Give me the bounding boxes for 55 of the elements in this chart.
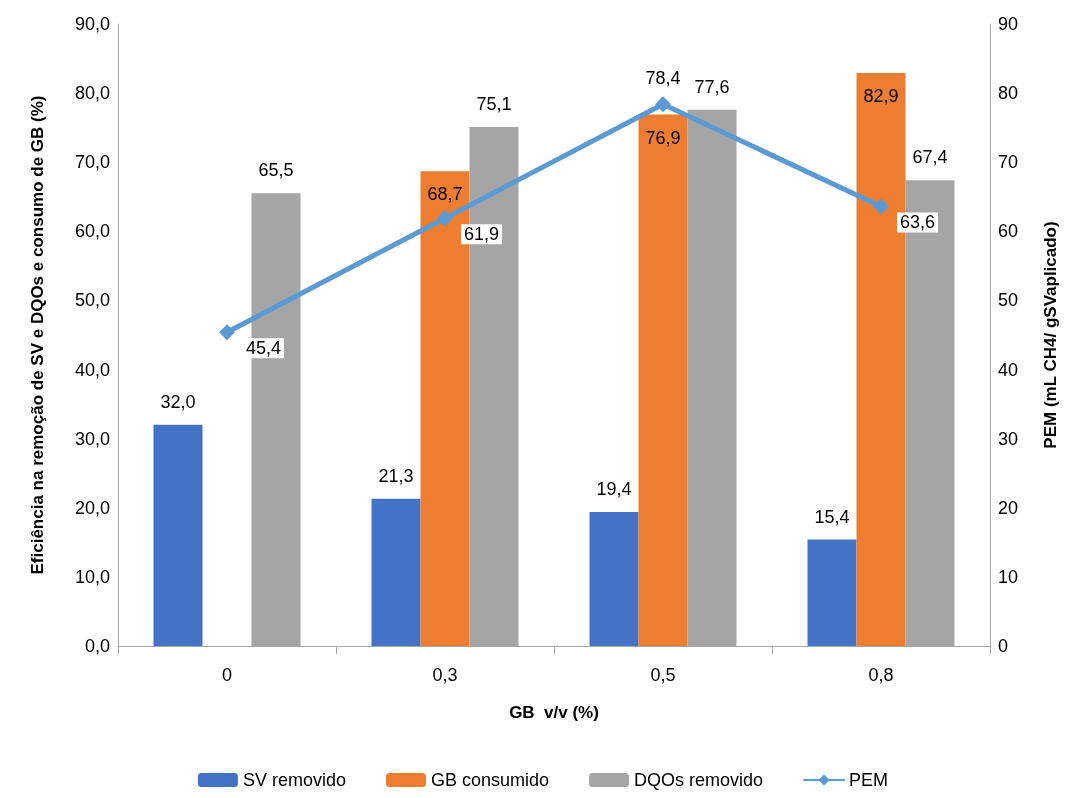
y2-axis-title: PEM (mL CH4/ gSVaplicado): [1041, 221, 1060, 449]
data-label: 32,0: [160, 391, 196, 412]
y-tick-label: 60,0: [74, 221, 110, 242]
y2-tick-label: 20: [998, 497, 1019, 518]
y2-tick-label: 10: [998, 566, 1019, 587]
y2-tick-label: 60: [998, 221, 1019, 242]
point: [873, 198, 889, 215]
bar: [371, 498, 421, 646]
data-label: 77,6: [694, 76, 730, 97]
data-label: 67,4: [912, 147, 948, 168]
data-label: 68,7: [427, 184, 463, 205]
data-label: 15,4: [814, 506, 850, 527]
bar: [153, 424, 203, 646]
x-axis-title: GB v/v (%): [509, 703, 599, 722]
data-label: 75,1: [476, 93, 512, 114]
bar: [807, 539, 857, 646]
y-tick-label: 70,0: [74, 152, 110, 173]
legend-label: GB consumido: [430, 770, 550, 790]
y-tick-label: 30,0: [74, 428, 110, 449]
y2-tick-label: 70: [998, 152, 1019, 173]
y-tick-label: 0,0: [84, 636, 110, 656]
data-label: 78,4: [645, 68, 681, 89]
data-label: 63,6: [900, 212, 936, 233]
data-label: 61,9: [464, 224, 500, 245]
y-tick-label: 40,0: [74, 359, 110, 380]
point: [437, 210, 453, 227]
data-label: 82,9: [863, 86, 899, 107]
bar: [638, 114, 688, 646]
y2-tick-label: 80: [998, 83, 1019, 104]
y-tick-label: 90,0: [74, 14, 110, 34]
y-tick-label: 80,0: [74, 83, 110, 104]
data-label: 76,9: [645, 127, 681, 148]
legend-label: PEM: [849, 770, 889, 790]
legend-label: SV removido: [242, 770, 346, 790]
data-label: 65,5: [258, 160, 294, 181]
x-tick-label: 0,5: [650, 665, 676, 685]
y-tick-label: 10,0: [74, 566, 110, 587]
x-tick-label: 0,3: [432, 665, 458, 685]
y-tick-label: 20,0: [74, 497, 110, 518]
y2-tick-label: 30: [998, 428, 1019, 449]
data-label: 45,4: [246, 338, 282, 359]
point: [219, 324, 235, 341]
point: [655, 96, 671, 113]
y2-tick-label: 40: [998, 359, 1019, 380]
legend-label: DQOs removido: [634, 770, 764, 790]
data-label: 21,3: [378, 465, 414, 486]
x-tick-label: 0,8: [868, 665, 894, 685]
y2-tick-label: 50: [998, 290, 1019, 311]
y-tick-label: 50,0: [74, 290, 110, 311]
data-label: 19,4: [596, 478, 632, 499]
y2-tick-label: 0: [998, 636, 1009, 656]
x-tick-label: 0: [221, 665, 233, 685]
y-axis-title: Eficiência na remoção de SV e DQOs e consumo de GB (%): [28, 95, 47, 575]
y2-tick-label: 90: [998, 14, 1019, 34]
bar: [589, 511, 639, 646]
